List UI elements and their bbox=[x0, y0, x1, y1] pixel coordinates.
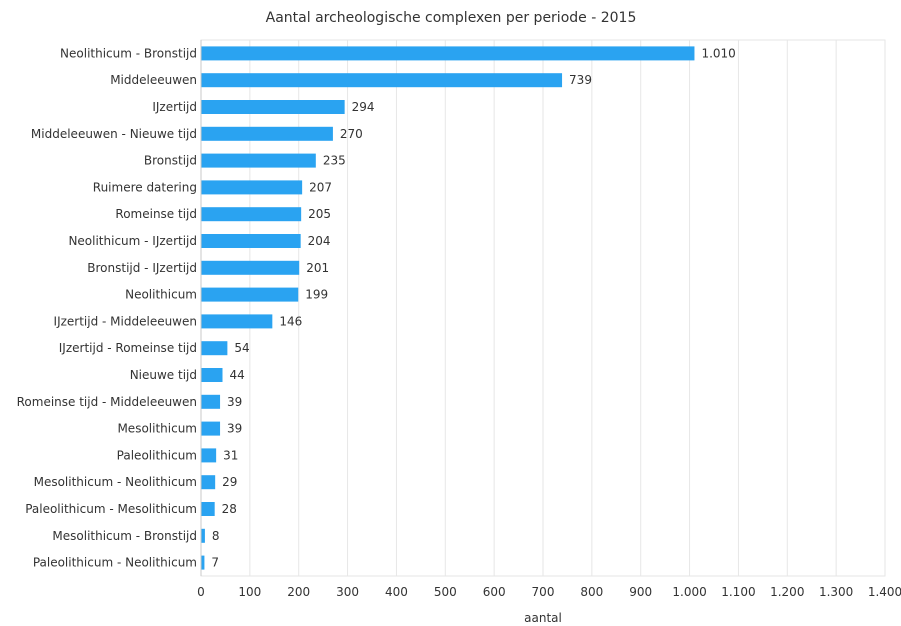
category-label: Romeinse tijd bbox=[115, 207, 197, 221]
x-tick-label: 1.300 bbox=[819, 585, 853, 599]
data-label: 199 bbox=[305, 288, 328, 302]
bar bbox=[201, 314, 273, 329]
category-label: Ruimere datering bbox=[93, 180, 197, 194]
category-labels: Neolithicum - Bronstijd Middeleeuwen IJzer… bbox=[17, 46, 197, 569]
bar bbox=[201, 207, 302, 222]
x-tick-label: 200 bbox=[287, 585, 310, 599]
bar bbox=[201, 502, 215, 516]
category-label: Neolithicum - IJzertijd bbox=[68, 234, 197, 248]
data-label: 1.010 bbox=[701, 46, 735, 60]
category-label: Middeleeuwen bbox=[110, 73, 197, 87]
x-tick-label: 600 bbox=[483, 585, 506, 599]
bar bbox=[201, 100, 345, 114]
bar bbox=[201, 287, 299, 302]
data-label: 235 bbox=[323, 154, 346, 168]
category-label: Mesolithicum bbox=[117, 422, 197, 436]
category-label: Mesolithicum - Bronstijd bbox=[52, 529, 197, 543]
data-label: 270 bbox=[340, 127, 363, 141]
category-label: IJzertijd - Romeinse tijd bbox=[59, 341, 197, 355]
category-label: Middeleeuwen - Nieuwe tijd bbox=[31, 127, 197, 141]
x-tick-label: 500 bbox=[434, 585, 457, 599]
x-tick-label: 1.400 bbox=[868, 585, 901, 599]
bar bbox=[201, 180, 303, 195]
category-label: Paleolithicum bbox=[117, 448, 197, 462]
x-tick-label: 1.000 bbox=[672, 585, 706, 599]
category-label: Neolithicum bbox=[125, 288, 197, 302]
bar bbox=[201, 73, 563, 88]
category-label: Nieuwe tijd bbox=[130, 368, 197, 382]
bar bbox=[201, 260, 300, 275]
x-tick-label: 1.100 bbox=[721, 585, 755, 599]
chart-title: Aantal archeologische complexen per peri… bbox=[266, 10, 637, 26]
bar bbox=[201, 368, 223, 382]
x-tick-label: 900 bbox=[629, 585, 652, 599]
bar bbox=[201, 421, 221, 436]
data-label: 294 bbox=[352, 100, 375, 114]
x-tick-label: 300 bbox=[336, 585, 359, 599]
category-label: IJzertijd - Middeleeuwen bbox=[54, 314, 197, 328]
data-label: 739 bbox=[569, 73, 592, 87]
bar bbox=[201, 153, 316, 168]
data-label: 29 bbox=[222, 475, 237, 489]
data-label: 39 bbox=[227, 422, 242, 436]
data-label: 7 bbox=[211, 556, 219, 570]
category-label: Paleolithicum - Neolithicum bbox=[33, 556, 197, 570]
data-label: 201 bbox=[306, 261, 329, 275]
bar bbox=[201, 475, 216, 490]
data-label: 204 bbox=[308, 234, 331, 248]
category-label: Bronstijd bbox=[144, 154, 197, 168]
bar bbox=[201, 448, 217, 463]
x-tick-label: 800 bbox=[580, 585, 603, 599]
bar bbox=[201, 46, 695, 61]
data-label: 54 bbox=[234, 341, 249, 355]
category-label: IJzertijd bbox=[152, 100, 197, 114]
data-label: 28 bbox=[222, 502, 237, 516]
x-tick-label: 0 bbox=[197, 585, 205, 599]
bar bbox=[201, 234, 301, 248]
category-label: Bronstijd - IJzertijd bbox=[87, 261, 197, 275]
category-label: Mesolithicum - Neolithicum bbox=[34, 475, 197, 489]
x-axis-ticks: 0 100 200 300 400 500 600 700 800 900 1.000 1.100 1.… bbox=[197, 585, 901, 599]
category-label: Romeinse tijd - Middeleeuwen bbox=[17, 395, 197, 409]
data-label: 146 bbox=[279, 314, 302, 328]
x-tick-label: 400 bbox=[385, 585, 408, 599]
data-label: 39 bbox=[227, 395, 242, 409]
bar bbox=[201, 528, 205, 543]
x-tick-label: 700 bbox=[532, 585, 555, 599]
data-label: 205 bbox=[308, 207, 331, 221]
bar bbox=[201, 126, 333, 141]
x-tick-label: 100 bbox=[238, 585, 261, 599]
x-tick-label: 1.200 bbox=[770, 585, 804, 599]
category-label: Paleolithicum - Mesolithicum bbox=[25, 502, 197, 516]
bar bbox=[201, 555, 205, 570]
data-label: 31 bbox=[223, 448, 238, 462]
bar bbox=[201, 394, 221, 409]
grid-lines bbox=[200, 40, 886, 576]
data-label: 207 bbox=[309, 180, 332, 194]
data-label: 44 bbox=[229, 368, 244, 382]
category-label: Neolithicum - Bronstijd bbox=[60, 46, 197, 60]
x-axis-title: aantal bbox=[524, 611, 562, 625]
data-label: 8 bbox=[212, 529, 220, 543]
bar bbox=[201, 341, 228, 356]
bars: 1.01073929427023520720520420119914654443… bbox=[201, 46, 736, 570]
